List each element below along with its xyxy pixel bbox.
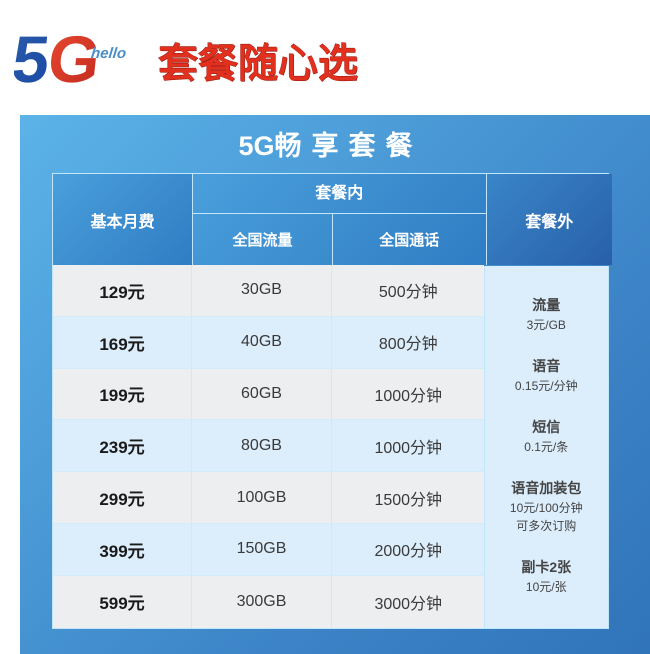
svg-text:hello: hello: [90, 45, 127, 62]
